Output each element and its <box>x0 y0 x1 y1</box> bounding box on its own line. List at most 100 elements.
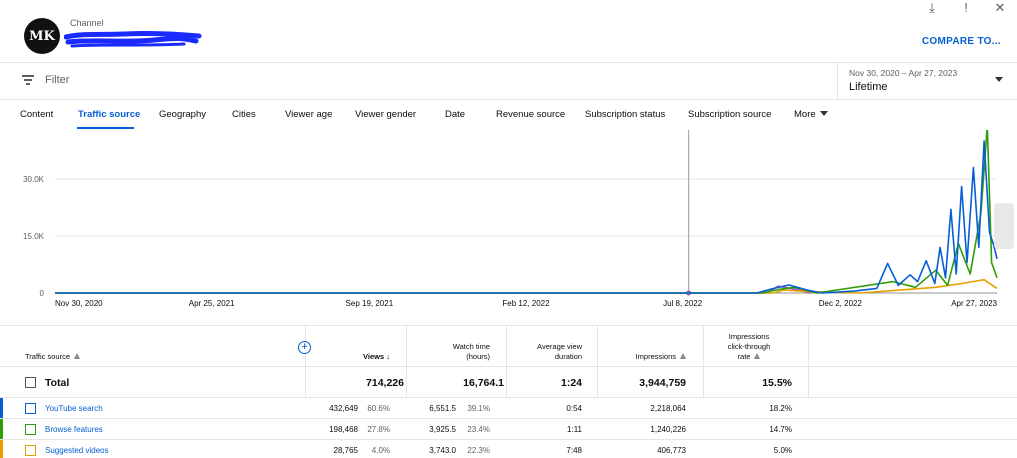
row-watch-pct: 22.3% <box>467 446 490 455</box>
total-views: 714,226 <box>366 377 404 389</box>
warning-icon <box>754 353 761 359</box>
dimension-tabs: Content Traffic source Geography Cities … <box>0 100 1017 130</box>
x-tick-label: Dec 2, 2022 <box>819 299 863 308</box>
total-watch-time: 16,764.1 <box>463 377 504 389</box>
date-range-selector[interactable]: Nov 30, 2020 – Apr 27, 2023 Lifetime <box>837 63 1017 100</box>
x-tick-label: Nov 30, 2020 <box>55 299 103 308</box>
chevron-down-icon <box>819 111 828 116</box>
total-checkbox[interactable] <box>25 377 36 388</box>
compare-to-button[interactable]: COMPARE TO... <box>921 36 1001 47</box>
header-watch-time[interactable]: Watch time (hours) <box>410 342 490 362</box>
series-line-other <box>55 285 812 294</box>
chart-scroll-handle[interactable] <box>994 203 1014 249</box>
total-ctr: 15.5% <box>762 377 792 389</box>
header-traffic-source-label: Traffic source <box>25 352 71 361</box>
channel-avatar[interactable]: MK <box>24 18 60 54</box>
warning-icon <box>680 353 686 359</box>
x-tick-label: Apr 25, 2021 <box>189 299 235 308</box>
header-avd-line2: duration <box>554 352 582 361</box>
tab-date[interactable]: Date <box>445 109 466 120</box>
row-views-pct: 27.8% <box>367 425 390 434</box>
header-traffic-source[interactable]: Traffic source <box>25 352 81 362</box>
y-tick-label: 15.0K <box>23 232 45 241</box>
row-views-pct: 60.6% <box>367 404 390 413</box>
tab-cities[interactable]: Cities <box>232 109 256 120</box>
header-impressions-label: Impressions <box>635 352 676 361</box>
warning-icon <box>74 353 81 359</box>
header-avd-line1: Average view <box>537 342 582 351</box>
row-watch-pct: 39.1% <box>467 404 490 413</box>
tab-more[interactable]: More <box>794 109 828 120</box>
window-controls: ⤓ ! ✕ <box>925 0 1007 16</box>
series-color-suggested-videos <box>0 440 3 458</box>
row-watch: 6,551.5 <box>429 404 456 413</box>
series-color-browse-features <box>0 419 3 439</box>
tab-subscription-status[interactable]: Subscription status <box>585 109 666 120</box>
row-checkbox[interactable] <box>25 424 36 435</box>
x-tick-label: Sep 19, 2021 <box>346 299 394 308</box>
y-tick-label: 30.0K <box>23 175 45 184</box>
row-watch: 3,743.0 <box>429 446 456 455</box>
filter-icon[interactable] <box>22 75 34 85</box>
channel-label: Channel <box>70 18 104 28</box>
row-impressions: 406,773 <box>657 446 686 455</box>
header-views[interactable]: Views ↓ <box>363 352 390 361</box>
date-range-text: Nov 30, 2020 – Apr 27, 2023 <box>849 68 958 78</box>
date-selection: Lifetime <box>849 81 888 93</box>
source-link-youtube-search[interactable]: YouTube search <box>45 404 103 413</box>
row-impressions: 1,240,226 <box>650 425 686 434</box>
add-metric-icon[interactable]: + <box>298 341 311 354</box>
row-avd: 0:54 <box>566 404 582 413</box>
dropdown-caret-icon <box>995 77 1003 82</box>
source-link-suggested-videos[interactable]: Suggested videos <box>45 446 109 455</box>
active-tab-indicator <box>77 127 134 129</box>
filter-input[interactable]: Filter <box>45 74 70 86</box>
x-tick-label: Apr 27, 2023 <box>951 299 997 308</box>
header-ctr-line3: rate <box>706 352 792 362</box>
tab-viewer-gender[interactable]: Viewer gender <box>355 109 417 120</box>
row-views: 198,468 <box>329 425 358 434</box>
filter-bar: Filter Nov 30, 2020 – Apr 27, 2023 Lifet… <box>0 63 1017 100</box>
row-avd: 1:11 <box>567 425 582 434</box>
channel-name-redacted <box>64 31 202 48</box>
source-link-browse-features[interactable]: Browse features <box>45 425 103 434</box>
row-ctr: 5.0% <box>773 446 792 455</box>
tab-content[interactable]: Content <box>20 109 54 120</box>
row-avd: 7:48 <box>566 446 582 455</box>
download-icon[interactable]: ⤓ <box>929 0 935 15</box>
tab-viewer-age[interactable]: Viewer age <box>285 109 333 120</box>
series-line-youtube-search <box>55 140 998 294</box>
total-impressions: 3,944,759 <box>639 377 686 389</box>
tab-more-label: More <box>794 109 816 120</box>
row-ctr: 14.7% <box>769 425 792 434</box>
series-line-suggested-videos <box>55 278 998 294</box>
header-watch-time-line1: Watch time <box>452 342 490 351</box>
header-ctr-line1: Impressions <box>728 332 770 341</box>
row-views: 432,649 <box>329 404 358 413</box>
tab-revenue-source[interactable]: Revenue source <box>496 109 566 120</box>
header-avg-view-duration[interactable]: Average view duration <box>510 342 582 362</box>
header-impressions[interactable]: Impressions <box>600 352 686 362</box>
header-ctr-line2: click-through <box>727 342 771 351</box>
alert-icon[interactable]: ! <box>964 0 968 15</box>
total-avd: 1:24 <box>560 377 582 389</box>
series-line-browse-features <box>55 130 998 294</box>
tab-traffic-source[interactable]: Traffic source <box>78 109 141 120</box>
row-impressions: 2,218,064 <box>650 404 686 413</box>
traffic-table: Traffic source + Views ↓ Watch time (hour… <box>0 325 1017 458</box>
header-ctr[interactable]: Impressions click-through rate <box>706 332 792 362</box>
row-views: 28,765 <box>333 446 358 455</box>
header: MK Channel COMPARE TO... <box>0 0 1017 63</box>
tab-subscription-source[interactable]: Subscription source <box>688 109 772 120</box>
x-tick-label: Jul 8, 2022 <box>663 299 703 308</box>
tab-geography[interactable]: Geography <box>159 109 207 120</box>
x-tick-label: Feb 12, 2022 <box>502 299 550 308</box>
row-checkbox[interactable] <box>25 403 36 414</box>
header-ctr-line3-label: rate <box>737 352 751 361</box>
row-checkbox[interactable] <box>25 445 36 456</box>
close-icon[interactable]: ✕ <box>994 0 1006 15</box>
row-views-pct: 4.0% <box>371 446 390 455</box>
row-watch-pct: 23.4% <box>467 425 490 434</box>
y-tick-label: 0 <box>40 289 45 298</box>
